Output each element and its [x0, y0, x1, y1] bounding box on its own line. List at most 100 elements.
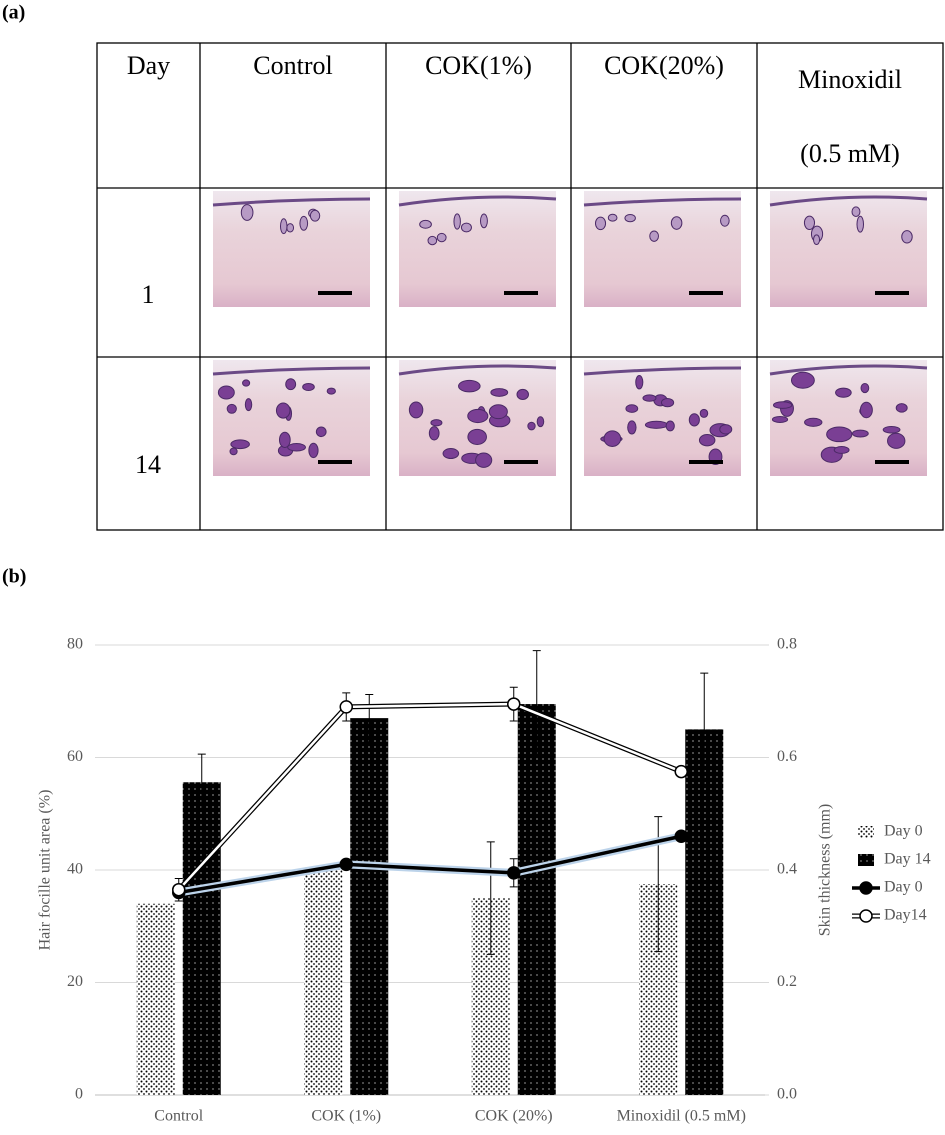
follicle: [428, 426, 440, 441]
follicle: [882, 425, 901, 434]
scale-bar: [318, 291, 352, 295]
follicle: [467, 408, 489, 424]
scale-bar: [689, 291, 723, 295]
follicle: [226, 403, 237, 414]
histology-image: [769, 191, 928, 307]
follicle: [833, 446, 850, 454]
follicle: [813, 234, 821, 245]
bar: [136, 903, 175, 1095]
scale-bar: [504, 460, 538, 464]
follicle: [479, 213, 488, 229]
follicle: [688, 413, 700, 427]
bar: [182, 782, 221, 1095]
y2-tick-label: 0.6: [777, 748, 797, 765]
histology-image: [583, 191, 742, 307]
follicle: [285, 378, 297, 391]
epidermis: [212, 197, 371, 207]
follicle: [901, 230, 913, 244]
column-header: COK(20%): [604, 51, 724, 80]
follicle: [859, 401, 873, 419]
follicle: [603, 430, 622, 447]
tissue: [770, 191, 927, 307]
panel-label: (b): [2, 566, 26, 588]
histology-image: [398, 191, 557, 307]
follicle: [408, 401, 424, 419]
follicle: [719, 424, 733, 435]
tissue: [399, 191, 556, 307]
follicle: [536, 416, 545, 428]
follicle: [835, 387, 852, 398]
x-tick-label: Control: [154, 1108, 203, 1125]
line: [177, 702, 682, 891]
bar: [304, 867, 343, 1095]
follicle: [299, 215, 309, 231]
column-header: COK(1%): [425, 51, 532, 80]
y2-tick-label: 0.0: [777, 1086, 797, 1103]
y-tick-label: 60: [67, 748, 83, 765]
error-bar: [197, 753, 206, 811]
follicle: [804, 417, 823, 427]
follicle: [607, 213, 618, 222]
follicle: [851, 206, 861, 218]
follicle: [826, 426, 853, 443]
follicle: [302, 382, 315, 392]
marker: [507, 697, 521, 711]
follicle: [698, 434, 716, 447]
epidermis: [398, 364, 557, 376]
epidermis: [212, 366, 371, 376]
follicle: [475, 452, 493, 468]
y-tick-label: 80: [67, 636, 83, 653]
marker: [339, 700, 353, 714]
follicle: [625, 404, 639, 413]
scale-bar: [689, 460, 723, 464]
follicle: [230, 439, 250, 450]
follicle: [635, 375, 644, 390]
follicle: [244, 398, 253, 412]
follicle: [624, 213, 636, 223]
follicle: [286, 223, 295, 233]
follicle: [442, 448, 460, 459]
follicle: [860, 383, 870, 394]
legend-label: Day14: [884, 907, 927, 924]
bar: [517, 704, 556, 1095]
follicle: [315, 426, 327, 438]
follicle: [516, 388, 529, 401]
follicle: [790, 371, 815, 389]
epidermis: [583, 197, 742, 207]
follicle: [895, 403, 908, 413]
follicle: [458, 379, 481, 393]
histology-image: [212, 360, 371, 476]
panel-label: (a): [2, 2, 25, 24]
y2-tick-label: 0.4: [777, 861, 797, 878]
error-bar: [486, 841, 495, 955]
legend-swatch: [858, 854, 874, 866]
legend-swatch: [858, 826, 874, 838]
y-axis-label: Hair focille unit area (%): [37, 790, 54, 951]
follicle: [670, 216, 683, 230]
follicle: [430, 419, 443, 427]
follicle: [851, 429, 869, 438]
table: [96, 42, 944, 531]
histology-image: [583, 360, 742, 476]
histology-image: [212, 191, 371, 307]
follicle: [527, 421, 536, 431]
epidermis: [398, 195, 557, 207]
follicle: [720, 214, 730, 227]
legend-label: Day 14: [884, 851, 931, 868]
x-tick-label: COK (1%): [311, 1108, 381, 1125]
tissue: [584, 191, 741, 307]
follicle: [279, 218, 288, 235]
follicle: [490, 388, 509, 397]
y2-axis-label: Skin thickness (mm): [817, 804, 834, 936]
follicle: [771, 415, 789, 423]
error-bar: [365, 694, 374, 743]
error-bar: [532, 650, 541, 758]
tissue: [213, 360, 370, 476]
follicle: [642, 394, 657, 402]
epidermis: [769, 364, 928, 376]
x-tick-label: Minoxidil (0.5 mM): [617, 1108, 746, 1125]
column-header: Day: [127, 51, 170, 80]
error-bar: [700, 672, 709, 787]
follicle: [278, 431, 291, 448]
